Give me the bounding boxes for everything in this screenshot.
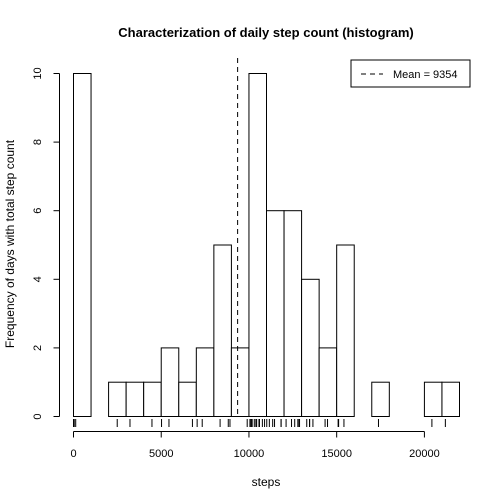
y-tick-label: 6: [32, 208, 44, 214]
y-tick-label: 10: [32, 67, 44, 79]
x-tick-label: 15000: [321, 448, 352, 460]
legend-box: [350, 59, 471, 88]
histogram-bar-8: [213, 244, 232, 417]
y-tick-label: 8: [32, 139, 44, 145]
histogram-bar-9: [230, 347, 250, 417]
histogram-bar-15: [336, 244, 355, 417]
y-tick-label: 4: [32, 276, 44, 282]
histogram-bar-10: [248, 73, 267, 417]
chart-title: Characterization of daily step count (hi…: [118, 25, 413, 40]
histogram-bar-7: [195, 347, 215, 417]
y-tick-label: 2: [32, 345, 44, 351]
histogram-bar-13: [301, 278, 320, 417]
x-tick-label: 20000: [409, 448, 440, 460]
x-tick-label: 5000: [149, 448, 173, 460]
x-axis-label: steps: [252, 475, 281, 489]
y-tick-label: 0: [32, 413, 44, 419]
histogram-bar-3: [125, 381, 145, 418]
histogram-bar-6: [178, 381, 197, 418]
histogram-bar-20: [423, 381, 443, 418]
legend: Mean = 9354: [350, 59, 471, 88]
histogram-bar-5: [160, 347, 180, 417]
histogram-bar-4: [143, 381, 162, 418]
histogram-bar-0: [73, 73, 92, 417]
histogram-bar-11: [266, 210, 285, 417]
histogram-bar-21: [441, 381, 461, 418]
x-tick-label: 10000: [234, 448, 265, 460]
histogram-bars: [73, 73, 461, 418]
histogram-bar-2: [108, 381, 127, 418]
histogram-bar-12: [283, 210, 303, 417]
x-tick-label: 0: [70, 448, 76, 460]
histogram-bar-17: [371, 381, 390, 418]
rug-marks: [73, 419, 446, 427]
y-axis-label: Frequency of days with total step count: [3, 139, 17, 348]
x-axis: 0 5000 10000 15000 20000: [70, 431, 440, 460]
y-axis: 0 2 4 6 8 10: [32, 67, 60, 420]
legend-label: Mean = 9354: [393, 69, 458, 81]
histogram-bar-14: [318, 347, 338, 417]
